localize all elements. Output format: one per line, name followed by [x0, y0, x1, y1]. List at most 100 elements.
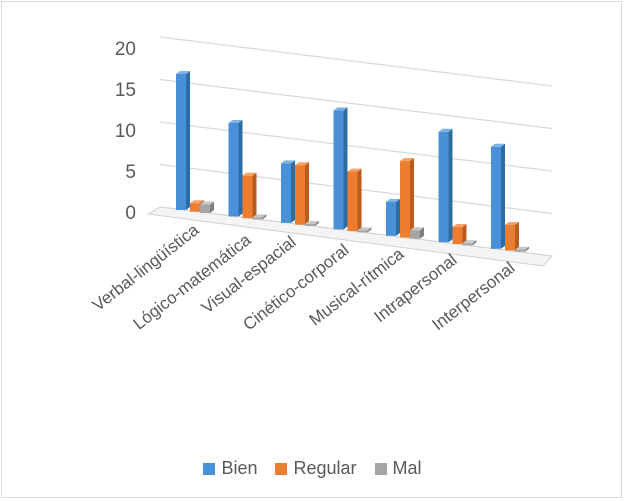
bar-front	[305, 223, 315, 226]
bar-front	[252, 217, 263, 220]
bar-bien-2	[281, 160, 295, 223]
bar-top	[462, 240, 477, 244]
bar-top	[200, 201, 214, 205]
bar-top	[228, 119, 243, 123]
bar-mal-6	[515, 246, 529, 252]
legend-label: Regular	[293, 458, 357, 478]
bar-top	[400, 158, 414, 162]
y-tick-label: 10	[115, 121, 136, 142]
bar-front	[400, 161, 410, 238]
bar-front	[357, 230, 368, 233]
bar-regular-6	[505, 221, 519, 251]
y-axis-ticks: 0 5 10 15 20	[115, 39, 136, 224]
bar-top	[295, 162, 309, 166]
bar-front	[176, 74, 186, 210]
bar-front	[462, 243, 473, 246]
y-tick-label: 20	[115, 39, 136, 60]
bar-top	[281, 160, 295, 164]
bar-top	[176, 71, 190, 74]
y-tick-label: 0	[125, 203, 136, 224]
bars	[176, 71, 529, 252]
gridline	[159, 78, 553, 130]
bar-front	[333, 110, 344, 230]
bar-mal-5	[462, 240, 477, 246]
bar-bien-6	[491, 143, 505, 249]
legend-item-regular: Regular	[275, 458, 357, 479]
bar-top	[438, 128, 453, 132]
bar-front	[200, 204, 210, 213]
gridline	[159, 121, 553, 172]
y-tick-label: 5	[125, 162, 136, 183]
bar-front	[347, 171, 358, 232]
bar-top	[386, 198, 400, 202]
bar-mal-0	[200, 201, 214, 213]
bar-side	[367, 227, 372, 233]
bar-side	[291, 160, 295, 223]
gridline	[159, 36, 553, 87]
bar-side	[315, 220, 319, 226]
bar-top	[505, 221, 519, 225]
bar-front	[505, 224, 515, 251]
bar-top	[190, 200, 204, 204]
bar-side	[448, 128, 453, 243]
bar-top	[410, 227, 424, 231]
bar-front	[515, 249, 525, 252]
bar-side	[305, 162, 309, 225]
bar-bien-4	[386, 198, 400, 236]
bar-front	[295, 165, 305, 225]
bar-mal-4	[410, 227, 424, 239]
legend: Bien Regular Mal	[0, 458, 625, 479]
bar-side	[462, 224, 467, 245]
y-tick-label: 15	[115, 80, 136, 101]
bar-regular-4	[400, 158, 414, 238]
legend-item-mal: Mal	[374, 458, 422, 479]
bar-regular-2	[295, 162, 309, 225]
bar-side	[343, 107, 348, 230]
bar-regular-5	[452, 224, 467, 245]
bar-front	[410, 230, 420, 239]
bar-mal-1	[252, 214, 267, 220]
bar-side	[410, 158, 414, 238]
bar-side	[210, 201, 214, 213]
bar-front	[228, 122, 239, 217]
bar-top	[515, 246, 529, 250]
bar-bien-1	[228, 119, 243, 217]
bar-mal-2	[305, 220, 319, 226]
bar-side	[525, 246, 529, 252]
legend-swatch	[203, 462, 216, 475]
legend-item-bien: Bien	[203, 458, 257, 479]
bar-top	[305, 220, 319, 224]
bar-front	[491, 146, 501, 249]
bar-side	[262, 214, 267, 220]
bar-bien-0	[176, 71, 190, 210]
bar-regular-1	[242, 172, 257, 219]
bar-bien-5	[438, 128, 453, 243]
bar-bien-3	[333, 107, 348, 230]
bar-top	[491, 143, 505, 147]
bar-top	[347, 168, 362, 172]
bar-side	[515, 221, 519, 251]
category-label: Cinético-corporal	[240, 240, 353, 334]
legend-swatch	[374, 462, 387, 475]
bar-side	[357, 168, 362, 232]
bar-front	[242, 175, 253, 219]
bar-top	[357, 227, 372, 231]
bar-top	[242, 172, 257, 176]
bar-side	[501, 143, 505, 249]
legend-label: Bien	[221, 458, 258, 478]
bar-side	[472, 240, 477, 246]
bar-side	[396, 198, 400, 236]
bar-mal-3	[357, 227, 372, 233]
bar-front	[190, 203, 200, 212]
category-label: Verbal-lingüística	[89, 220, 203, 315]
bar-front	[452, 227, 463, 245]
bar-side	[420, 227, 424, 239]
bar-front	[438, 131, 449, 243]
bar-top	[333, 107, 348, 111]
bar-top	[252, 214, 267, 218]
bar-top	[452, 224, 467, 228]
bar-front	[281, 163, 291, 223]
bar-regular-3	[347, 168, 362, 232]
floor-plane	[146, 206, 554, 267]
